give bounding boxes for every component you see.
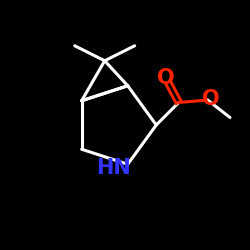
Text: HN: HN	[96, 158, 130, 178]
Text: O: O	[202, 89, 219, 109]
Text: O: O	[158, 68, 175, 88]
